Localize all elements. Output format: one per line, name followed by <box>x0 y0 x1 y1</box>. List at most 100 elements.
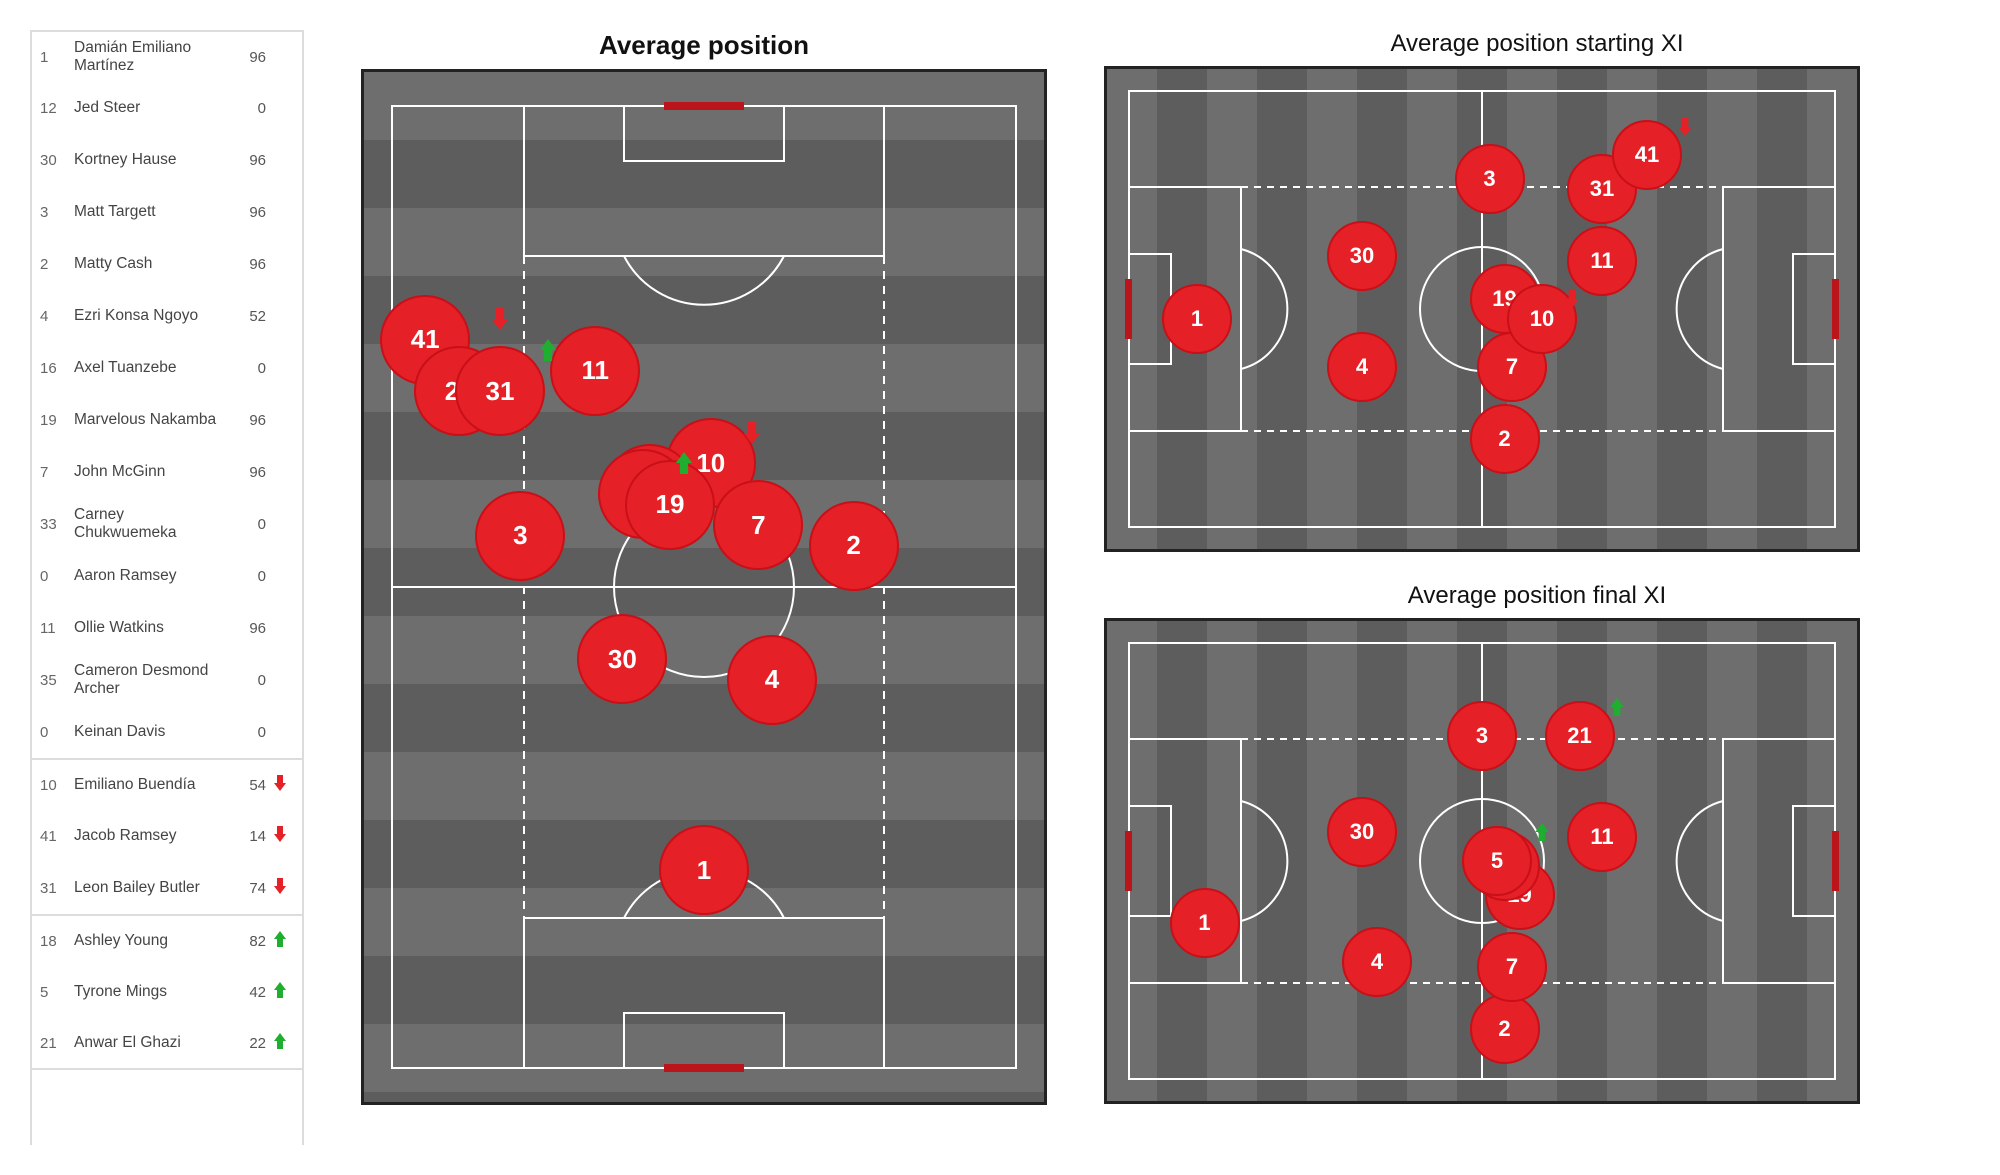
sub-on-icon <box>1533 820 1551 844</box>
roster-minutes: 74 <box>226 880 266 897</box>
roster-minutes: 82 <box>226 933 266 950</box>
main-pitch-title: Average position <box>599 30 809 61</box>
roster-arrow <box>266 824 294 849</box>
player-marker: 7 <box>1477 932 1547 1002</box>
roster-minutes: 0 <box>226 724 266 741</box>
roster-row: 30Kortney Hause96 <box>32 134 302 186</box>
roster-name: Matt Targett <box>74 203 226 221</box>
roster-row: 4Ezri Konsa Ngoyo52 <box>32 290 302 342</box>
player-marker: 5 <box>1462 826 1532 896</box>
pitch-stripes <box>364 72 1044 1102</box>
roster-arrow <box>266 929 294 954</box>
roster-minutes: 96 <box>226 620 266 637</box>
sub-off-icon <box>1563 287 1581 311</box>
roster-minutes: 96 <box>226 204 266 221</box>
roster-minutes: 42 <box>226 984 266 1001</box>
player-marker: 2 <box>1470 994 1540 1064</box>
roster-row: 0Aaron Ramsey0 <box>32 550 302 602</box>
roster-number: 16 <box>40 360 74 377</box>
player-marker: 3 <box>475 491 565 581</box>
final-pitch-title: Average position final XI <box>1104 582 1970 610</box>
player-marker: 1 <box>1162 284 1232 354</box>
sub-off-icon <box>272 876 288 896</box>
player-marker: 4 <box>727 635 817 725</box>
roster-number: 0 <box>40 724 74 741</box>
roster-minutes: 52 <box>226 308 266 325</box>
roster-name: Matty Cash <box>74 255 226 273</box>
player-marker: 21 <box>1545 701 1615 771</box>
roster-name: Anwar El Ghazi <box>74 1034 226 1052</box>
sub-on-icon <box>1608 695 1626 719</box>
roster-number: 41 <box>40 828 74 845</box>
sub-on-icon <box>272 1031 288 1051</box>
player-marker: 1 <box>1170 888 1240 958</box>
roster-name: Aaron Ramsey <box>74 567 226 585</box>
roster-number: 1 <box>40 49 74 66</box>
roster-number: 18 <box>40 933 74 950</box>
roster-arrow <box>266 980 294 1005</box>
roster-row: 41Jacob Ramsey14 <box>32 810 302 862</box>
roster-minutes: 0 <box>226 568 266 585</box>
roster-name: Marvelous Nakamba <box>74 411 226 429</box>
roster-minutes: 54 <box>226 777 266 794</box>
player-marker: 3 <box>1447 701 1517 771</box>
main-pitch-column: Average position <box>344 30 1064 1145</box>
roster-arrow <box>266 773 294 798</box>
starting-pitch-title: Average position starting XI <box>1104 30 1970 58</box>
roster-number: 30 <box>40 152 74 169</box>
sub-on-icon <box>673 448 695 478</box>
roster-row: 2Matty Cash96 <box>32 238 302 290</box>
roster-row: 19Marvelous Nakamba96 <box>32 394 302 446</box>
roster-name: Carney Chukwuemeka <box>74 506 226 542</box>
roster-number: 5 <box>40 984 74 1001</box>
roster-name: Jacob Ramsey <box>74 827 226 845</box>
roster-number: 35 <box>40 672 74 689</box>
roster-number: 7 <box>40 464 74 481</box>
roster-name: Keinan Davis <box>74 723 226 741</box>
starting-pitch: 13043219710113141 <box>1104 66 1860 552</box>
roster-minutes: 22 <box>226 1035 266 1052</box>
roster-arrow <box>266 1031 294 1056</box>
roster-number: 19 <box>40 412 74 429</box>
roster-row: 10Emiliano Buendía54 <box>32 758 302 810</box>
player-marker: 2 <box>809 501 899 591</box>
roster-name: Ollie Watkins <box>74 619 226 637</box>
roster-number: 10 <box>40 777 74 794</box>
player-marker: 7 <box>713 480 803 570</box>
roster-row: 1Damián Emiliano Martínez96 <box>32 30 302 82</box>
side-pitch-column: Average position starting XI 13043219710… <box>1104 30 1970 1145</box>
player-marker: 30 <box>1327 797 1397 867</box>
roster-number: 2 <box>40 256 74 273</box>
roster-minutes: 96 <box>226 464 266 481</box>
player-marker: 4 <box>1342 927 1412 997</box>
roster-minutes: 0 <box>226 360 266 377</box>
final-pitch-block: Average position final XI 13043271918511… <box>1104 582 1970 1104</box>
roster-row: 31Leon Bailey Butler74 <box>32 862 302 914</box>
sub-on-icon <box>272 980 288 1000</box>
sub-on-icon <box>272 929 288 949</box>
player-marker: 2 <box>1470 404 1540 474</box>
roster-row: 16Axel Tuanzebe0 <box>32 342 302 394</box>
sub-off-icon <box>272 773 288 793</box>
roster-name: Ashley Young <box>74 932 226 950</box>
roster-minutes: 96 <box>226 152 266 169</box>
roster-number: 31 <box>40 880 74 897</box>
roster-number: 21 <box>40 1035 74 1052</box>
sub-off-icon <box>489 304 511 334</box>
roster-row: 21Anwar El Ghazi22 <box>32 1018 302 1070</box>
roster-name: Axel Tuanzebe <box>74 359 226 377</box>
player-marker: 30 <box>577 614 667 704</box>
roster-name: Jed Steer <box>74 99 226 117</box>
roster-name: Ezri Konsa Ngoyo <box>74 307 226 325</box>
player-marker: 11 <box>1567 226 1637 296</box>
player-marker: 1 <box>659 825 749 915</box>
roster-minutes: 96 <box>226 49 266 66</box>
roster-name: Emiliano Buendía <box>74 776 226 794</box>
roster-number: 33 <box>40 516 74 533</box>
roster-row: 11Ollie Watkins96 <box>32 602 302 654</box>
player-marker: 31 <box>455 346 545 436</box>
roster-minutes: 0 <box>226 672 266 689</box>
roster-row: 3Matt Targett96 <box>32 186 302 238</box>
roster-row: 33Carney Chukwuemeka0 <box>32 498 302 550</box>
starting-pitch-block: Average position starting XI 13043219710… <box>1104 30 1970 552</box>
